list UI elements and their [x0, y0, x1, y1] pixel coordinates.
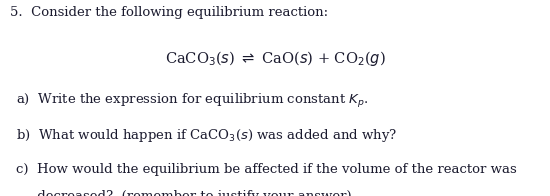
Text: 5.  Consider the following equilibrium reaction:: 5. Consider the following equilibrium re… — [10, 6, 328, 19]
Text: c)  How would the equilibrium be affected if the volume of the reactor was: c) How would the equilibrium be affected… — [16, 163, 517, 176]
Text: CaCO$_3$($s$) $\rightleftharpoons$ CaO($s$) + CO$_2$($g$): CaCO$_3$($s$) $\rightleftharpoons$ CaO($… — [164, 49, 386, 68]
Text: a)  Write the expression for equilibrium constant $K_p$.: a) Write the expression for equilibrium … — [16, 92, 369, 110]
Text: b)  What would happen if CaCO$_3$($s$) was added and why?: b) What would happen if CaCO$_3$($s$) wa… — [16, 127, 398, 144]
Text: decreased?  (remember to justify your answer): decreased? (remember to justify your ans… — [16, 190, 352, 196]
